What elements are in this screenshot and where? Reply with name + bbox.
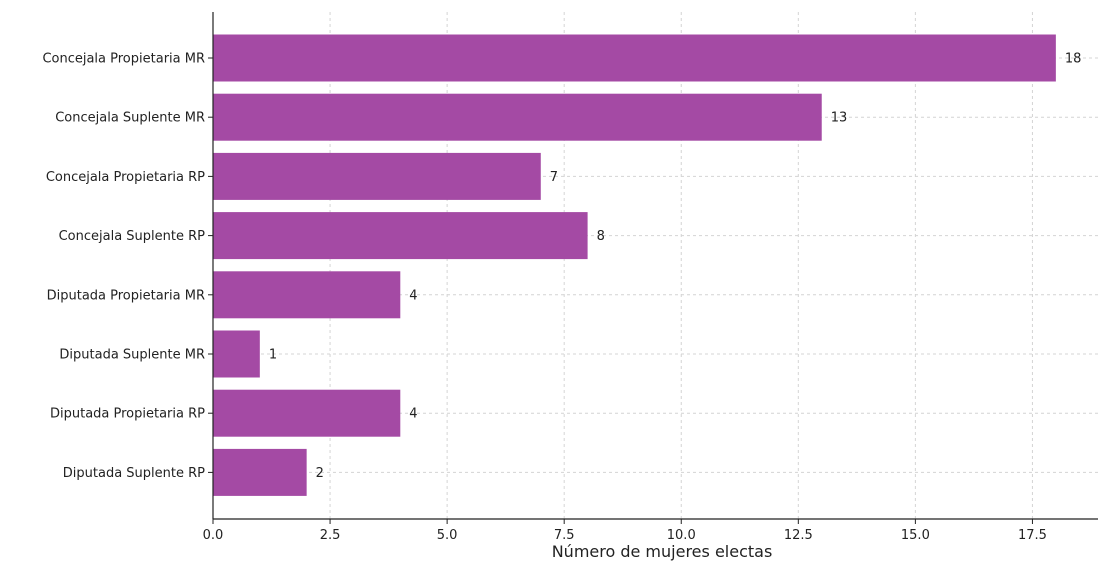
bar	[213, 330, 260, 378]
x-tick-label: 0.0	[203, 528, 224, 543]
category-label: Diputada Propietaria MR	[47, 288, 205, 303]
axes-layer	[208, 12, 1098, 524]
bar	[213, 212, 588, 260]
category-label: Diputada Suplente RP	[63, 466, 205, 481]
category-label: Concejala Suplente RP	[59, 229, 206, 244]
labels-layer: 0.0 2.5 5.0 7.5 10.0 12.5 15.0 17.5 Concejala Pr…	[42, 52, 1081, 544]
x-tick-label: 10.0	[667, 528, 696, 543]
bar	[213, 152, 541, 200]
bar	[213, 448, 307, 496]
category-label: Diputada Propietaria RP	[50, 407, 205, 422]
value-label: 1	[269, 348, 277, 363]
bar	[213, 34, 1056, 82]
category-label: Concejala Propietaria MR	[42, 52, 205, 67]
bar	[213, 93, 822, 141]
bars-layer	[213, 34, 1056, 496]
x-tick-label: 7.5	[554, 528, 575, 543]
value-label: 4	[409, 407, 417, 422]
bar	[213, 271, 401, 319]
value-label: 4	[409, 288, 417, 303]
x-tick-label: 17.5	[1018, 528, 1047, 543]
value-label: 18	[1065, 52, 1082, 67]
x-tick-label: 2.5	[320, 528, 341, 543]
bar	[213, 389, 401, 437]
x-tick-label: 15.0	[901, 528, 930, 543]
x-tick-label: 12.5	[784, 528, 813, 543]
grid-layer	[212, 12, 1098, 519]
category-label: Concejala Propietaria RP	[46, 170, 205, 185]
value-label: 8	[597, 229, 605, 244]
category-label: Concejala Suplente MR	[55, 111, 205, 126]
x-tick-label: 5.0	[437, 528, 458, 543]
value-label: 7	[550, 170, 558, 185]
category-label: Diputada Suplente MR	[59, 348, 205, 363]
value-label: 13	[831, 111, 848, 126]
x-axis-title: Número de mujeres electas	[552, 542, 773, 561]
value-label: 2	[316, 466, 324, 481]
